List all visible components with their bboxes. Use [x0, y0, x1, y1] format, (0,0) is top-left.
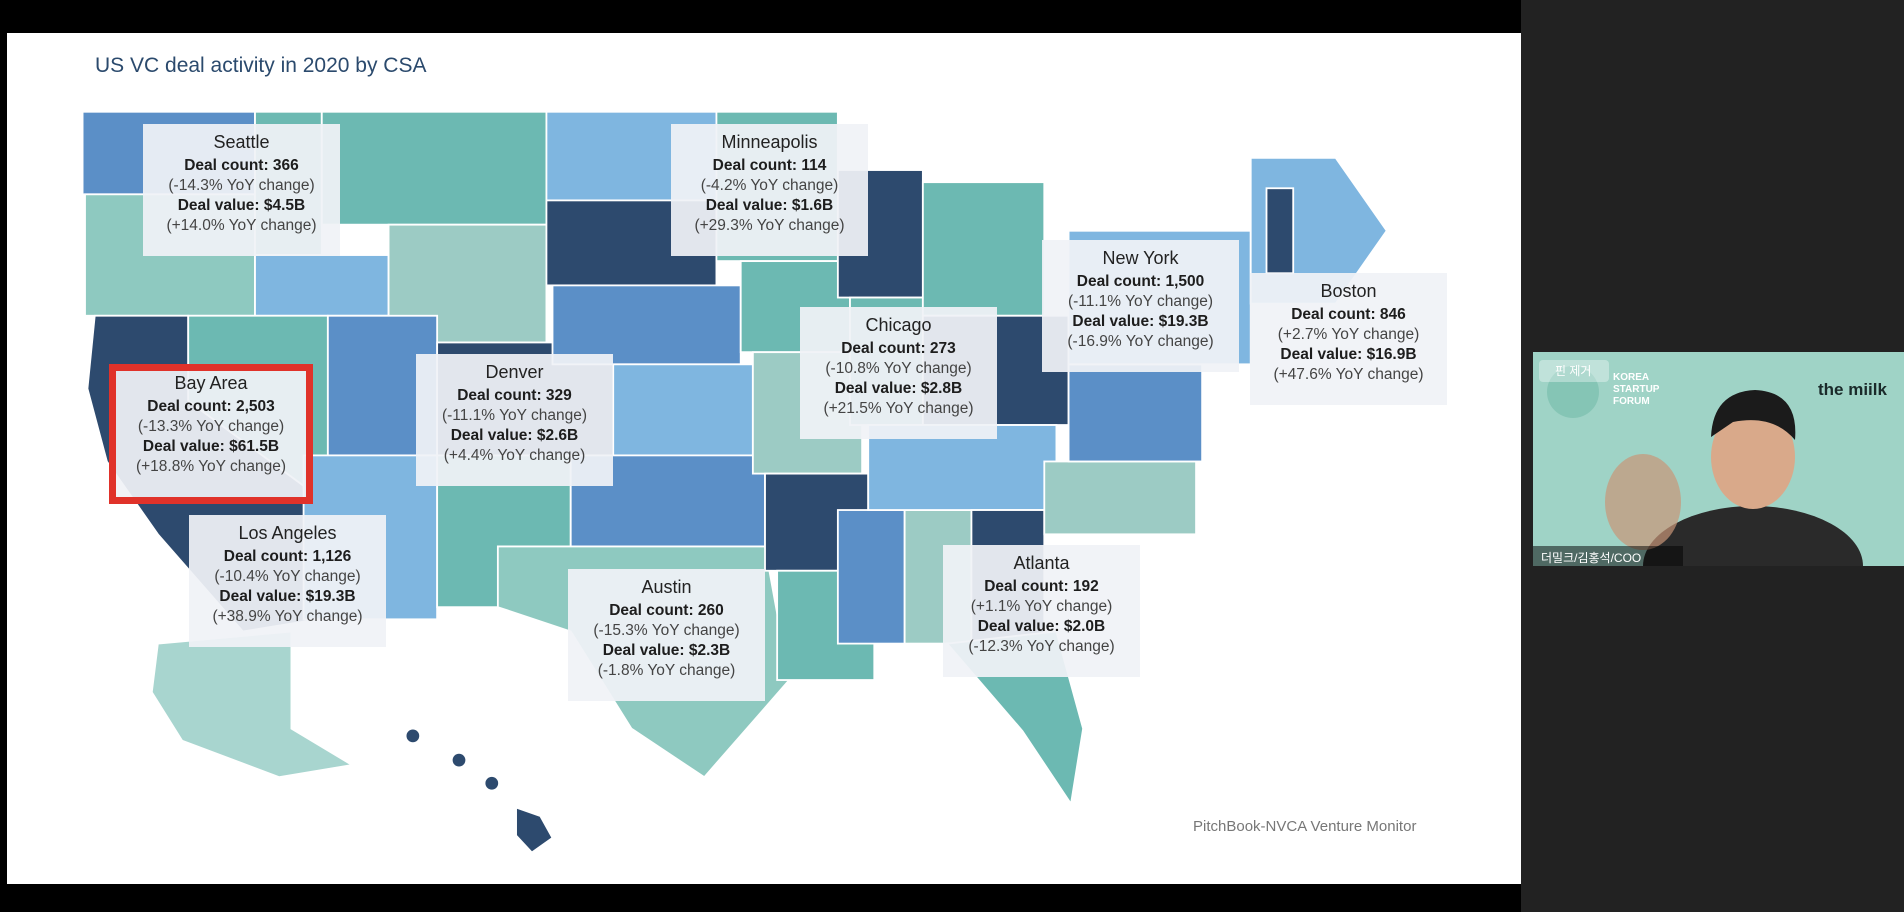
- yoy-change: (-12.3% YoY change): [968, 638, 1115, 655]
- yoy-change: (-10.4% YoY change): [214, 568, 361, 585]
- deal-stat: Deal count: 329: [457, 387, 572, 404]
- city-name: Bay Area: [174, 373, 248, 393]
- city-box: Los Angeles Deal count: 1,126 (-10.4% YoY …: [189, 515, 386, 647]
- deal-stat: Deal count: 192: [984, 578, 1099, 595]
- yoy-change: (+4.4% YoY change): [443, 447, 586, 464]
- yoy-change: (+38.9% YoY change): [212, 608, 363, 625]
- yoy-change: (+14.0% YoY change): [166, 217, 317, 234]
- yoy-change: (-10.8% YoY change): [825, 360, 972, 377]
- yoy-change: (+29.3% YoY change): [694, 217, 845, 234]
- city-box: Chicago Deal count: 273 (-10.8% YoY change…: [800, 307, 997, 439]
- unpin-button[interactable]: 핀 제거: [1555, 364, 1592, 378]
- deal-stat: Deal value: $19.3B: [219, 588, 356, 605]
- deal-stat: Deal value: $2.8B: [834, 380, 963, 397]
- yoy-change: (-15.3% YoY change): [593, 622, 740, 639]
- city-box: Austin Deal count: 260 (-15.3% YoY change)…: [568, 569, 765, 701]
- deal-stat: Deal count: 260: [609, 602, 724, 619]
- city-box: Bay Area Deal count: 2,503 (-13.3% YoY cha…: [109, 364, 313, 504]
- yoy-change: (-14.3% YoY change): [168, 177, 315, 194]
- city-name: Chicago: [865, 315, 932, 335]
- yoy-change: (+47.6% YoY change): [1273, 366, 1424, 383]
- yoy-change: (-16.9% YoY change): [1067, 333, 1214, 350]
- participant-name: 더밀크/김홍석/COO: [1541, 551, 1642, 565]
- yoy-change: (+2.7% YoY change): [1277, 326, 1420, 343]
- yoy-change: (-4.2% YoY change): [700, 177, 839, 194]
- deal-stat: Deal value: $16.9B: [1280, 346, 1417, 363]
- deal-stat: Deal count: 1,500: [1076, 273, 1205, 290]
- city-box: Atlanta Deal count: 192 (+1.1% YoY change)…: [943, 545, 1140, 677]
- yoy-change: (-11.1% YoY change): [1067, 293, 1214, 310]
- yoy-change: (+18.8% YoY change): [135, 458, 287, 475]
- city-name: Minneapolis: [721, 132, 818, 152]
- yoy-change: (-1.8% YoY change): [597, 662, 736, 679]
- deal-stat: Deal value: $61.5B: [142, 438, 280, 455]
- city-box: New York Deal count: 1,500 (-11.1% YoY cha…: [1042, 240, 1239, 372]
- city-name: Seattle: [213, 132, 270, 152]
- deal-stat: Deal count: 114: [712, 157, 827, 174]
- deal-stat: Deal value: $1.6B: [705, 197, 834, 214]
- deal-stat: Deal count: 2,503: [147, 398, 275, 415]
- deal-stat: Deal count: 1,126: [223, 548, 352, 565]
- yoy-change: (+1.1% YoY change): [970, 598, 1113, 615]
- webcam-video: [1533, 360, 1863, 566]
- city-name: Boston: [1320, 281, 1377, 301]
- deal-stat: Deal value: $19.3B: [1072, 313, 1209, 330]
- deal-stat: Deal value: $2.0B: [977, 618, 1106, 635]
- org-logo: KOREA STARTUP FORUM: [1613, 372, 1660, 407]
- city-name: Denver: [485, 362, 544, 382]
- deal-stat: Deal value: $2.6B: [450, 427, 579, 444]
- yoy-change: (-13.3% YoY change): [137, 418, 285, 435]
- city-box: Boston Deal count: 846 (+2.7% YoY change) D…: [1250, 273, 1447, 405]
- deal-stat: Deal value: $2.3B: [602, 642, 731, 659]
- city-box: Seattle Deal count: 366 (-14.3% YoY change…: [143, 124, 340, 256]
- webcam-tile: 핀 제거 KOREA STARTUP FORUM the miilk 더밀크/김…: [1533, 352, 1904, 566]
- deal-stat: Deal count: 366: [184, 157, 299, 174]
- source-note: PitchBook-NVCA Venture Monitor: [1193, 818, 1417, 835]
- yoy-change: (+21.5% YoY change): [823, 400, 974, 417]
- slide-title: US VC deal activity in 2020 by CSA: [95, 54, 427, 77]
- city-name: New York: [1102, 248, 1179, 268]
- deal-stat: Deal value: $4.5B: [177, 197, 306, 214]
- deal-stat: Deal count: 273: [841, 340, 956, 357]
- city-box: Minneapolis Deal count: 114 (-4.2% YoY cha…: [671, 124, 868, 256]
- city-name: Austin: [641, 577, 692, 597]
- city-name: Los Angeles: [238, 523, 337, 543]
- brand-logo: the miilk: [1818, 380, 1887, 399]
- deal-stat: Deal count: 846: [1291, 306, 1406, 323]
- yoy-change: (-11.1% YoY change): [441, 407, 588, 424]
- city-name: Atlanta: [1013, 553, 1070, 573]
- city-box: Denver Deal count: 329 (-11.1% YoY change)…: [416, 354, 613, 486]
